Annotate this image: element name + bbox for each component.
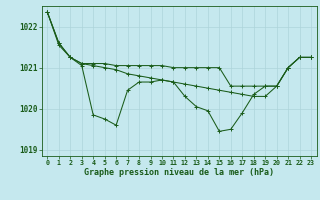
X-axis label: Graphe pression niveau de la mer (hPa): Graphe pression niveau de la mer (hPa): [84, 168, 274, 177]
